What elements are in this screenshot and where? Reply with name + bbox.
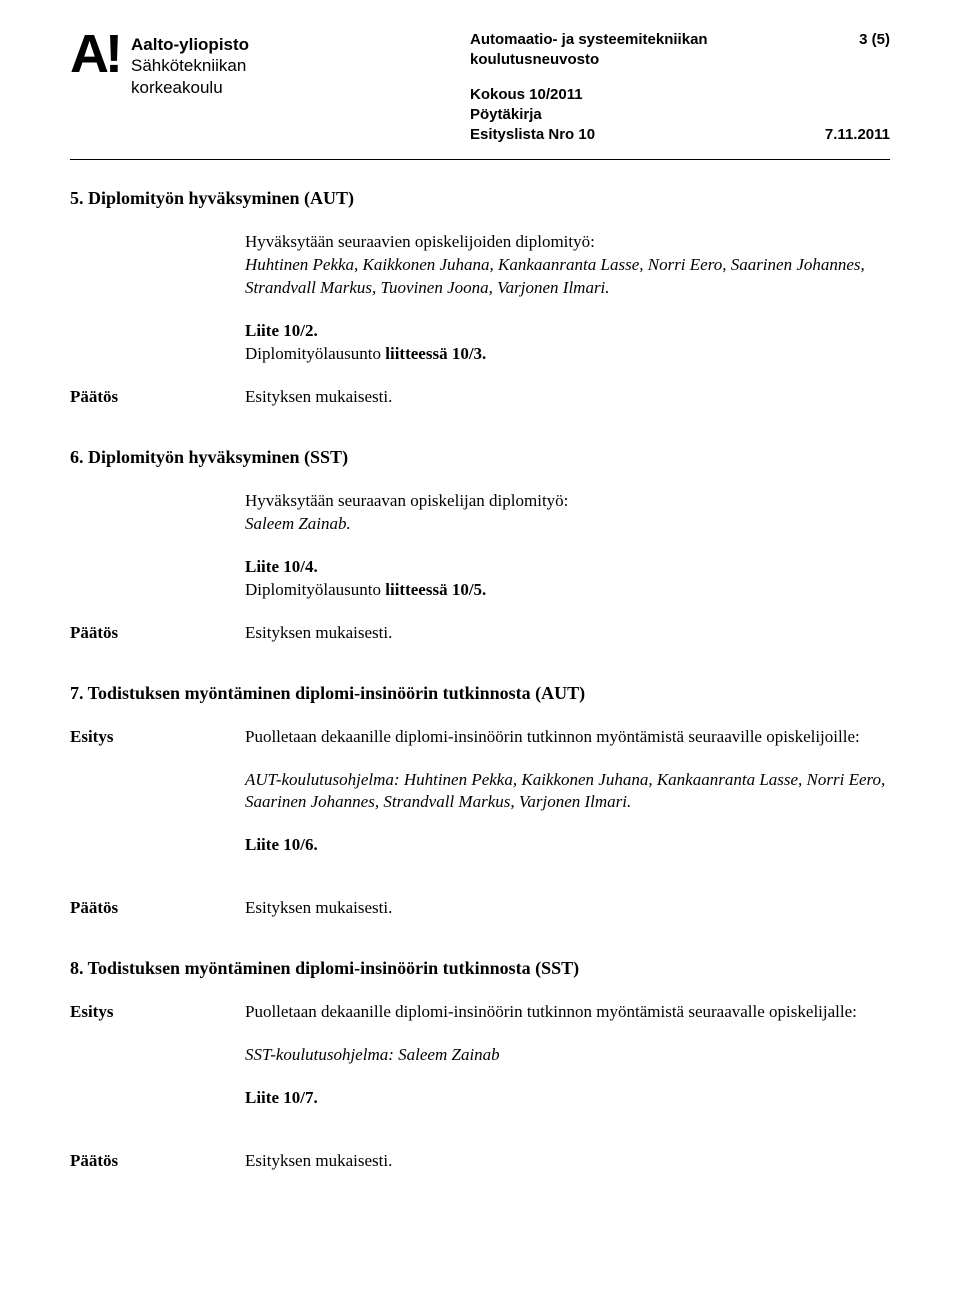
section-8-liite: Liite 10/7. xyxy=(245,1087,890,1110)
paatos-label: Päätös xyxy=(70,897,245,920)
header-divider xyxy=(70,159,890,160)
section-6-lausunto-bold: liitteessä 10/5. xyxy=(385,580,486,599)
section-7: 7. Todistuksen myöntäminen diplomi-insin… xyxy=(70,683,890,921)
section-7-heading: 7. Todistuksen myöntäminen diplomi-insin… xyxy=(70,683,890,704)
paatos-label: Päätös xyxy=(70,386,245,409)
section-8-esitys-row: Esitys Puolletaan dekaanille diplomi-ins… xyxy=(70,1001,890,1130)
section-5-intro-block: Hyväksytään seuraavien opiskelijoiden di… xyxy=(245,231,890,300)
section-6-decision: Esityksen mukaisesti. xyxy=(245,622,890,645)
section-5-decision-row: Päätös Esityksen mukaisesti. xyxy=(70,386,890,409)
section-5-intro: Hyväksytään seuraavien opiskelijoiden di… xyxy=(245,232,595,251)
section-6-intro-block: Hyväksytään seuraavan opiskelijan diplom… xyxy=(245,490,890,536)
section-7-program-block: AUT-koulutusohjelma: Huhtinen Pekka, Kai… xyxy=(245,769,890,815)
section-7-esitys-row: Esitys Puolletaan dekaanille diplomi-ins… xyxy=(70,726,890,878)
section-6-decision-row: Päätös Esityksen mukaisesti. xyxy=(70,622,890,645)
paatos-label: Päätös xyxy=(70,1150,245,1173)
meeting-number: Kokous 10/2011 xyxy=(470,85,805,105)
university-name: Aalto-yliopisto xyxy=(131,34,249,55)
section-6-liite: Liite 10/4. xyxy=(245,557,318,576)
section-8: 8. Todistuksen myöntäminen diplomi-insin… xyxy=(70,958,890,1173)
paatos-label: Päätös xyxy=(70,622,245,645)
aalto-logo-icon: A! xyxy=(70,30,119,79)
section-5-lausunto-pre: Diplomityölausunto xyxy=(245,344,385,363)
section-5-heading: 5. Diplomityön hyväksyminen (AUT) xyxy=(70,188,890,209)
section-8-program-block: SST-koulutusohjelma: Saleem Zainab xyxy=(245,1044,890,1067)
section-6-lausunto-pre: Diplomityölausunto xyxy=(245,580,385,599)
section-6-heading: 6. Diplomityön hyväksyminen (SST) xyxy=(70,447,890,468)
header-meta: Automaatio- ja systeemitekniikan koulutu… xyxy=(470,30,890,145)
section-6-intro: Hyväksytään seuraavan opiskelijan diplom… xyxy=(245,491,568,510)
section-8-program-names: Saleem Zainab xyxy=(398,1045,500,1064)
section-5: 5. Diplomityön hyväksyminen (AUT) Hyväks… xyxy=(70,188,890,409)
department-line2: koulutusneuvosto xyxy=(470,50,859,70)
school-line2: korkeakoulu xyxy=(131,77,249,98)
section-8-decision-row: Päätös Esityksen mukaisesti. xyxy=(70,1150,890,1173)
section-8-heading: 8. Todistuksen myöntäminen diplomi-insin… xyxy=(70,958,890,979)
section-8-esitys-text: Puolletaan dekaanille diplomi-insinöörin… xyxy=(245,1001,890,1024)
section-5-liite: Liite 10/2. xyxy=(245,321,318,340)
section-5-lausunto-bold: liitteessä 10/3. xyxy=(385,344,486,363)
meeting-date: 7.11.2011 xyxy=(825,125,890,145)
section-6: 6. Diplomityön hyväksyminen (SST) Hyväks… xyxy=(70,447,890,645)
section-7-decision: Esityksen mukaisesti. xyxy=(245,897,890,920)
school-line1: Sähkötekniikan xyxy=(131,55,249,76)
section-8-decision: Esityksen mukaisesti. xyxy=(245,1150,890,1173)
section-6-names: Saleem Zainab. xyxy=(245,514,351,533)
page-header: A! Aalto-yliopisto Sähkötekniikan korkea… xyxy=(70,30,890,145)
minutes-label: Pöytäkirja xyxy=(470,105,805,125)
section-5-attachments: Liite 10/2. Diplomityölausunto liitteess… xyxy=(245,320,890,366)
page-number: 3 (5) xyxy=(859,30,890,71)
department-line1: Automaatio- ja systeemitekniikan xyxy=(470,30,859,50)
esitys-label: Esitys xyxy=(70,726,245,878)
section-7-esitys-text: Puolletaan dekaanille diplomi-insinöörin… xyxy=(245,726,890,749)
section-8-program-pre: SST-koulutusohjelma: xyxy=(245,1045,398,1064)
logo-text: Aalto-yliopisto Sähkötekniikan korkeakou… xyxy=(131,34,249,98)
section-6-attachments: Liite 10/4. Diplomityölausunto liitteess… xyxy=(245,556,890,602)
section-5-names: Huhtinen Pekka, Kaikkonen Juhana, Kankaa… xyxy=(245,255,865,297)
agenda-number: Esityslista Nro 10 xyxy=(470,125,805,145)
logo-block: A! Aalto-yliopisto Sähkötekniikan korkea… xyxy=(70,30,249,98)
section-5-decision: Esityksen mukaisesti. xyxy=(245,386,890,409)
esitys-label: Esitys xyxy=(70,1001,245,1130)
section-7-program-pre: AUT-koulutusohjelma: xyxy=(245,770,404,789)
section-7-liite: Liite 10/6. xyxy=(245,834,890,857)
section-7-decision-row: Päätös Esityksen mukaisesti. xyxy=(70,897,890,920)
